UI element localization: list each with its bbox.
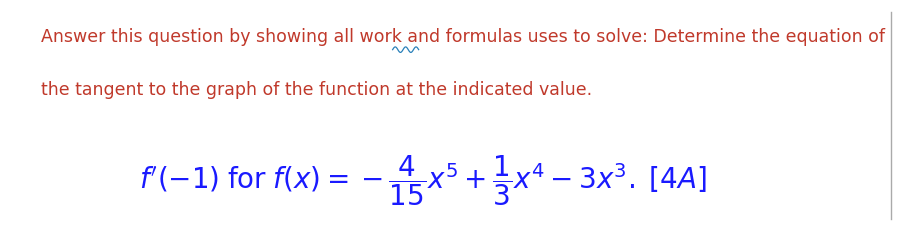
Text: Answer this question by showing all work and formulas uses to solve: Determine t: Answer this question by showing all work…	[41, 28, 884, 46]
Text: the tangent to the graph of the function at the indicated value.: the tangent to the graph of the function…	[41, 81, 592, 99]
Text: $f'(-1) \; \mathrm{for} \; f(x) = -\dfrac{4}{15}x^5 + \dfrac{1}{3}x^4 - 3x^3. \;: $f'(-1) \; \mathrm{for} \; f(x) = -\dfra…	[139, 153, 707, 207]
